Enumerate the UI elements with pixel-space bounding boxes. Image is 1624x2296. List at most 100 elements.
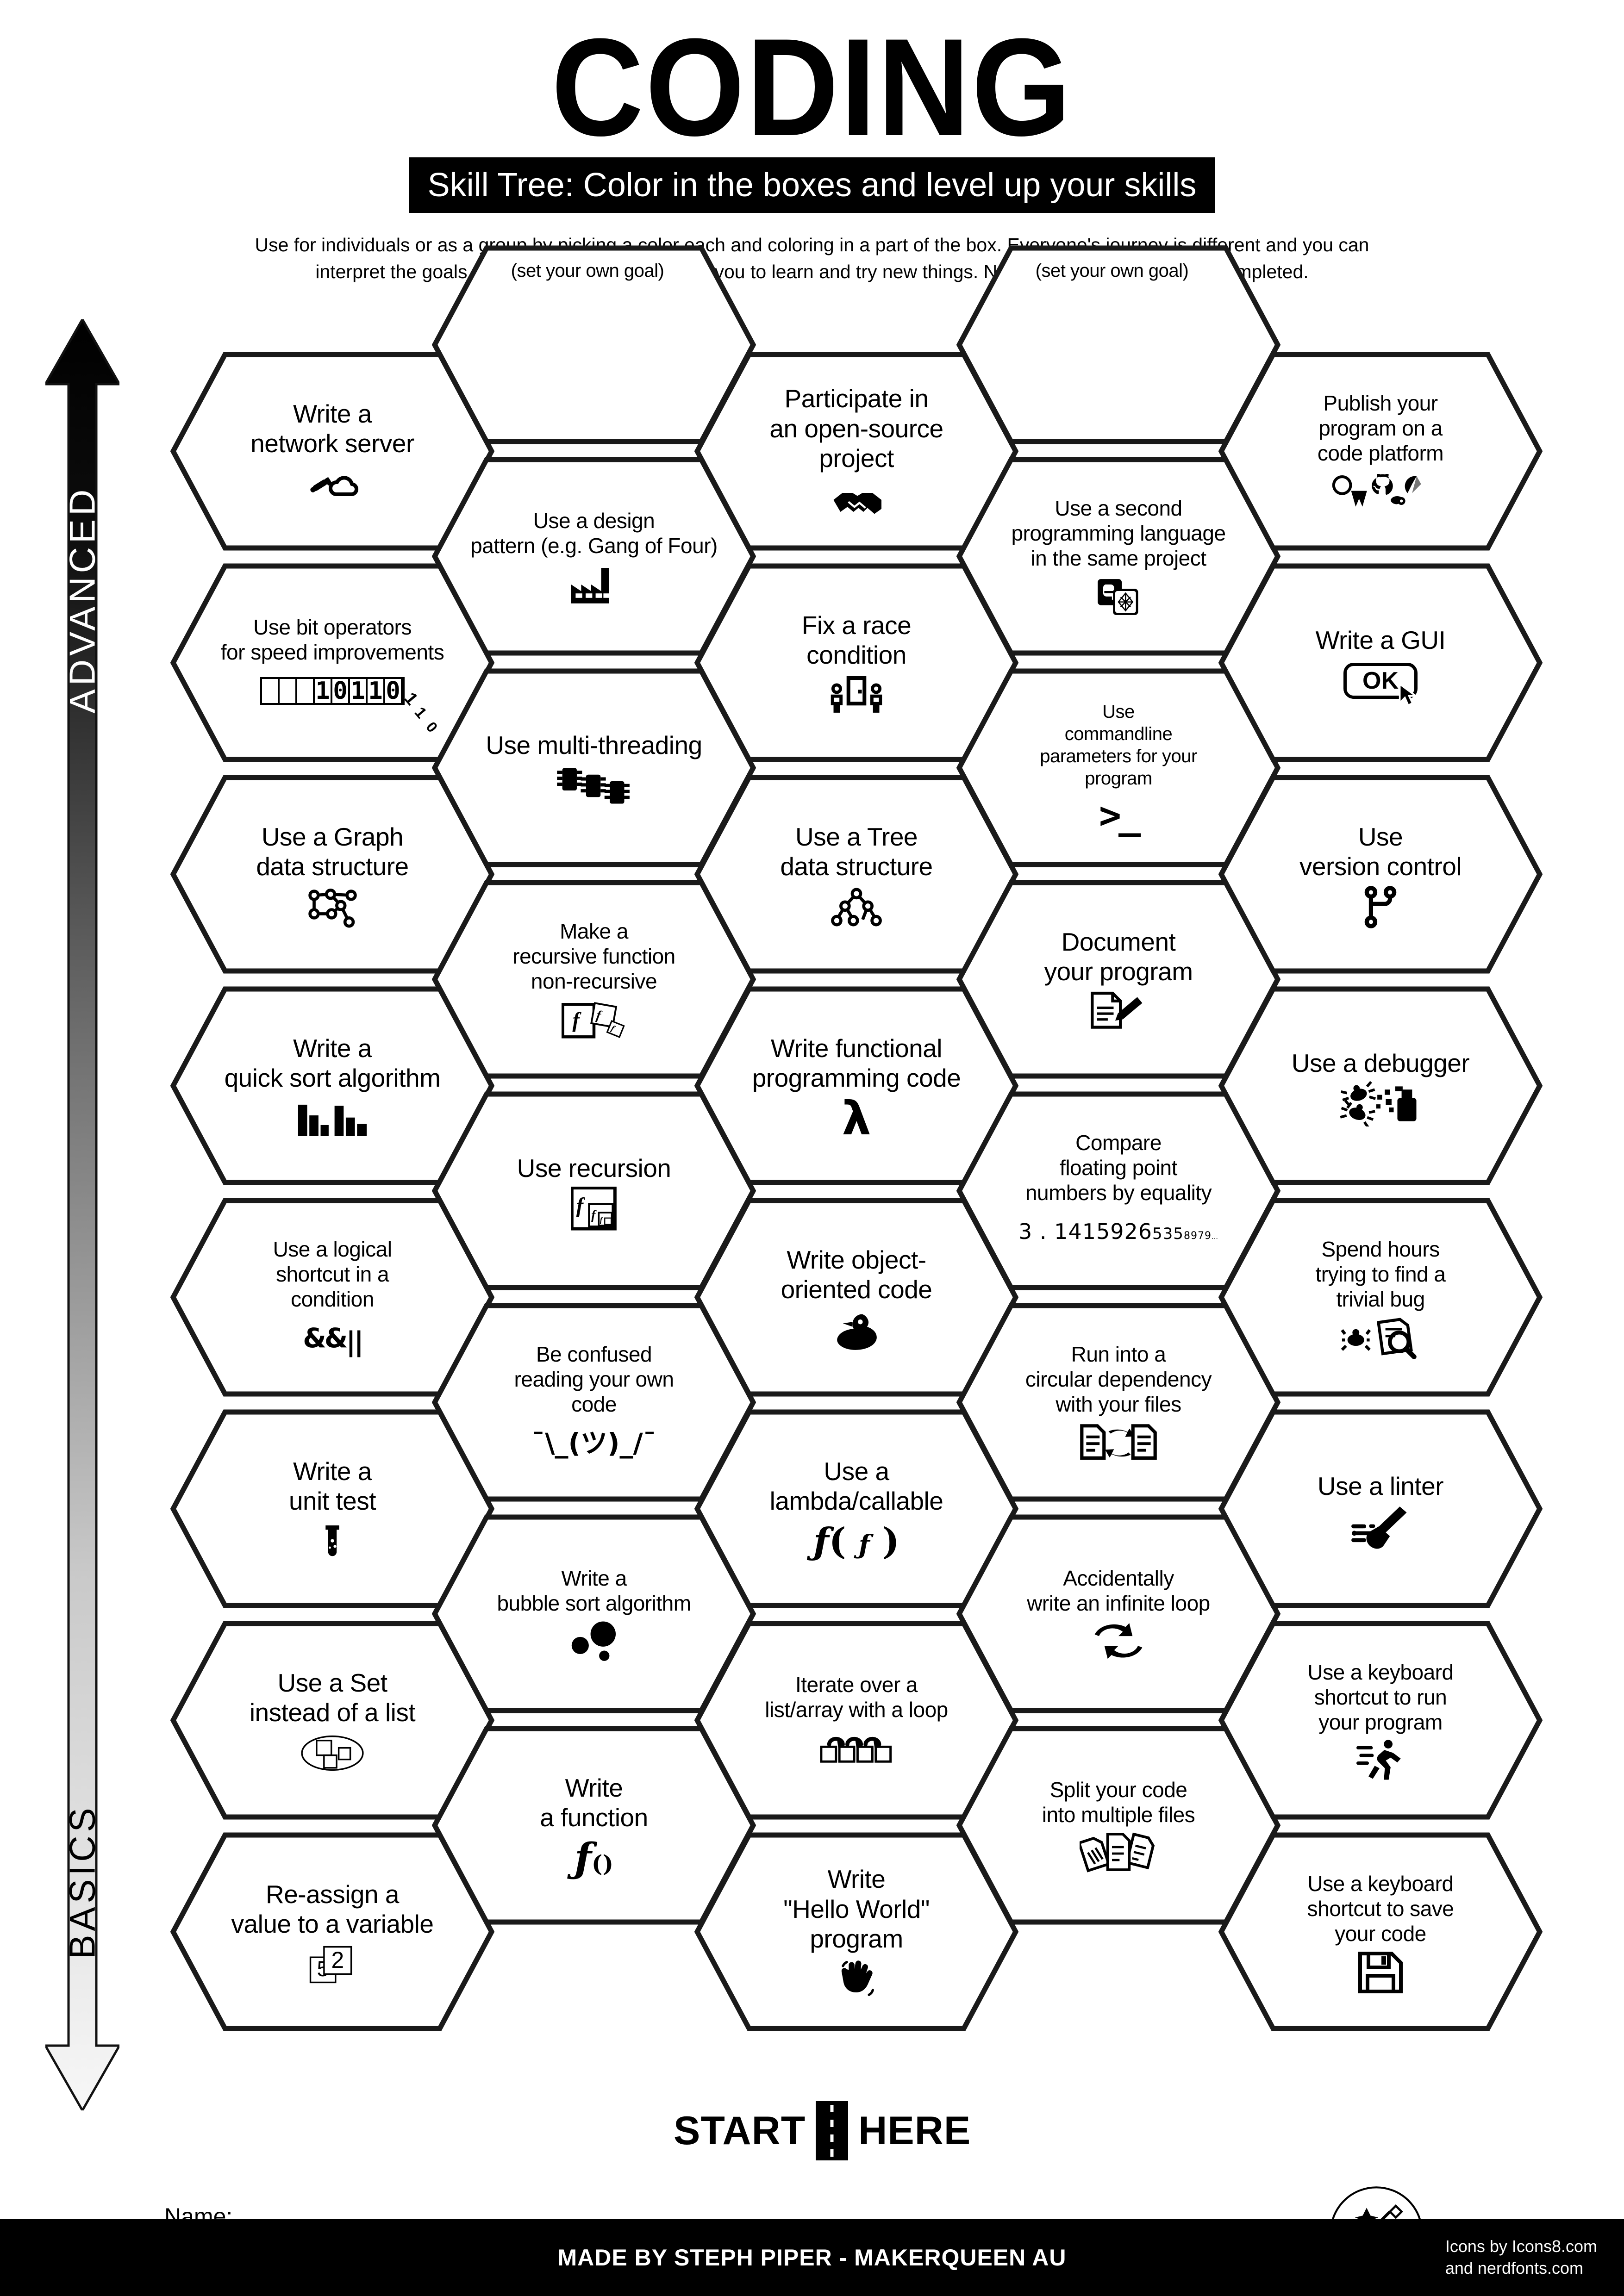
broom-icon [1349, 1505, 1412, 1549]
hex-label: Use a keyboard shortcut to save your cod… [1307, 1872, 1454, 1946]
icon-credit: Icons by Icons8.com and nerdfonts.com [1445, 2237, 1597, 2277]
hex-content: Use a second programming language in the… [963, 493, 1274, 619]
start-here-marker: START HERE [674, 2101, 971, 2160]
hex-content: Be confused reading your own code ¯\_(ツ)_… [438, 1339, 750, 1465]
hex-label: Be confused reading your own code [514, 1342, 674, 1416]
cpu-threads-icon [557, 764, 631, 808]
skill-hex[interactable]: Use a debugger [1218, 986, 1543, 1185]
skill-hex[interactable]: Make a recursive function non-recursive f… [432, 880, 756, 1079]
skill-hex[interactable]: Use version control [1218, 775, 1543, 974]
hex-label: Use a design pattern (e.g. Gang of Four) [470, 509, 718, 558]
debugger-bugspray-icon [1340, 1081, 1421, 1127]
skill-hex[interactable]: Publish your program on a code platform [1218, 352, 1543, 551]
hex-label: Write a network server [250, 399, 414, 458]
hex-content: Use recursion f f f [438, 1151, 750, 1231]
factory-icon [569, 562, 619, 607]
hex-content: (set your own goal) [956, 257, 1268, 282]
skill-hex[interactable]: Use a linter [1218, 1409, 1543, 1608]
skill-hex[interactable]: Write a quick sort algorithm [170, 986, 494, 1185]
hex-outline [1218, 1198, 1543, 1397]
hex-content: Run into a circular dependency with your… [963, 1339, 1274, 1465]
hex-content: Use a logical shortcut in a condition &&|… [177, 1234, 488, 1360]
skill-hex[interactable]: Participate in an open-source project [694, 352, 1018, 551]
hex-label: Use a lambda/callable [769, 1456, 943, 1515]
bar-sort-icon [295, 1096, 369, 1141]
svg-text:f: f [572, 1008, 581, 1032]
skill-hex[interactable]: Split your code into multiple files [956, 1726, 1280, 1925]
race-condition-icon [828, 673, 885, 718]
start-label: START [674, 2108, 806, 2153]
skill-hex[interactable]: Use commandline parameters for your prog… [956, 668, 1280, 867]
hex-content: Use version control [1225, 819, 1536, 930]
skill-hex[interactable]: Use bit operators for speed improvements… [170, 563, 494, 762]
hex-content: Write a network server [177, 396, 488, 507]
skill-hex[interactable]: Spend hours trying to find a trivial bug [1218, 1198, 1543, 1397]
skill-hex[interactable]: Re-assign a value to a variable 5 2 [170, 1832, 494, 2031]
hex-label: Participate in an open-source project [769, 384, 943, 473]
subtitle-banner: Skill Tree: Color in the boxes and level… [409, 157, 1215, 213]
skill-hex[interactable]: Use a lambda/callable ƒ( ƒ ) [694, 1409, 1018, 1608]
ok-button-cursor-icon: OK [1343, 659, 1418, 707]
hex-label: Accidentally write an infinite loop [1027, 1566, 1210, 1615]
hex-content: Use a Graph data structure [177, 819, 488, 930]
hex-label: Make a recursive function non-recursive [512, 919, 675, 993]
hex-content: Use a Tree data structure [701, 819, 1012, 930]
hex-content: Publish your program on a code platform [1225, 388, 1536, 514]
hex-label: Use a Set instead of a list [249, 1668, 416, 1727]
skill-hex[interactable]: Use a Tree data structure [694, 775, 1018, 974]
skill-hex[interactable]: Accidentally write an infinite loop [956, 1514, 1280, 1713]
circular-dependency-icon [1080, 1421, 1157, 1465]
hex-content: Write a function ƒ() [438, 1770, 750, 1881]
hex-content: Write functional programming code λ [701, 1031, 1012, 1142]
run-person-icon [1356, 1739, 1405, 1783]
hex-outline [1218, 352, 1543, 551]
terminal-prompt-icon: >_ [1099, 794, 1141, 837]
skill-hex[interactable]: Write object- oriented code [694, 1198, 1018, 1397]
skill-hex[interactable]: Run into a circular dependency with your… [956, 1303, 1280, 1502]
hex-label: Write a function [540, 1773, 648, 1832]
function-icon: ƒ() [574, 1835, 614, 1882]
hex-content: Use a keyboard shortcut to save your cod… [1225, 1869, 1536, 1994]
callable-icon: ƒ( ƒ ) [813, 1520, 899, 1563]
svg-text:f: f [576, 1194, 586, 1218]
skill-hex[interactable]: Be confused reading your own code ¯\_(ツ)_… [432, 1303, 756, 1502]
version-control-icon [1359, 885, 1402, 929]
hex-outline [1218, 1832, 1543, 2031]
skill-hex[interactable]: Use a keyboard shortcut to run your prog… [1218, 1621, 1543, 1820]
skill-hex[interactable]: Use a keyboard shortcut to save your cod… [1218, 1832, 1543, 2031]
hex-content: Compare floating point numbers by equali… [963, 1128, 1274, 1253]
skill-hex[interactable]: Write functional programming code λ [694, 986, 1018, 1185]
hex-label: Publish your program on a code platform [1317, 391, 1444, 465]
hex-label: Use a linter [1317, 1471, 1444, 1500]
hex-label: Use a Graph data structure [256, 822, 409, 881]
page-title: CODING [551, 9, 1073, 165]
svg-text:f: f [600, 1216, 603, 1224]
hex-label: Write object- oriented code [781, 1245, 932, 1304]
skill-hex[interactable]: Use a second programming language in the… [956, 457, 1280, 656]
author-credit: MADE BY STEPH PIPER - MAKERQUEEN AU [557, 2245, 1067, 2271]
infinite-loop-icon [1093, 1620, 1144, 1664]
skill-hex[interactable]: Fix a race condition [694, 563, 1018, 762]
hex-label: Run into a circular dependency with your… [1025, 1342, 1212, 1416]
skill-hex[interactable]: Write a GUI OK [1218, 563, 1543, 762]
here-label: HERE [858, 2108, 971, 2153]
multiple-files-icon [1080, 1831, 1157, 1876]
difficulty-axis-arrow: ADVANCED BASICS [45, 319, 119, 2110]
pi-digits-icon: 3 . 14159265358979… [1018, 1219, 1218, 1244]
logical-operators-icon: &&|| [303, 1322, 364, 1357]
tree-data-structure-icon [831, 885, 882, 929]
hex-label: Use bit operators for speed improvements [220, 615, 444, 664]
waving-hand-icon [832, 1958, 881, 2002]
hex-content: Spend hours trying to find a trivial bug [1225, 1234, 1536, 1360]
hex-label: Use a debugger [1291, 1048, 1470, 1077]
hex-label: (set your own goal) [511, 261, 664, 281]
set-ellipse-icon [298, 1731, 367, 1775]
hex-label: Write a bubble sort algorithm [497, 1566, 691, 1615]
skill-hex[interactable]: Write a bubble sort algorithm [432, 1514, 756, 1713]
hex-outline [1218, 563, 1543, 762]
hex-label: Use version control [1299, 822, 1462, 881]
skill-hex[interactable]: Use a design pattern (e.g. Gang of Four) [432, 457, 756, 656]
hex-content: Use multi-threading [438, 728, 750, 808]
